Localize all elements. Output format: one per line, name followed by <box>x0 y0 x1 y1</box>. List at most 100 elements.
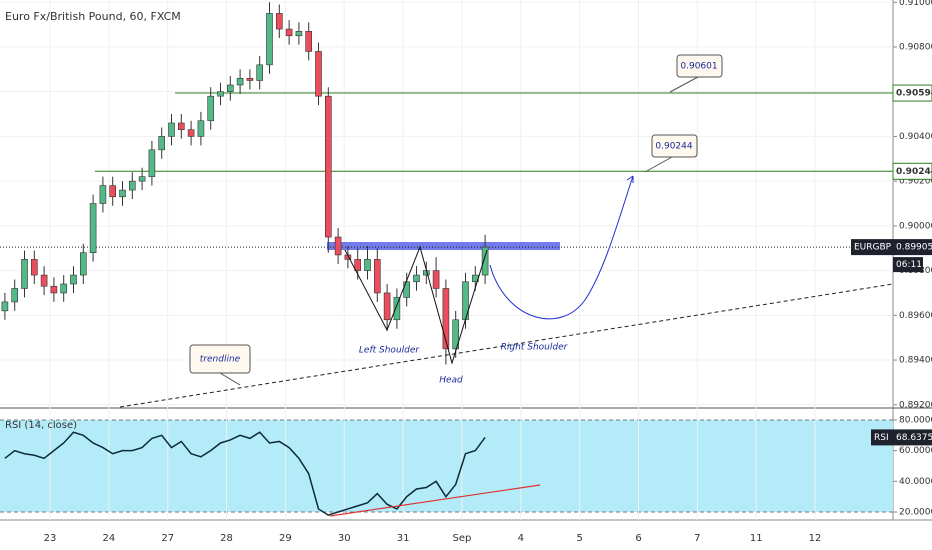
callout-box <box>651 134 698 158</box>
x-tick-label: 23 <box>44 533 57 544</box>
rsi-title: RSI (14, close) <box>5 420 77 431</box>
level-label-box <box>892 84 932 102</box>
candle-body <box>21 259 28 289</box>
candle-body <box>315 51 322 97</box>
x-tick-label: 27 <box>161 533 174 544</box>
candle-body <box>80 252 87 276</box>
candle-body <box>227 84 234 92</box>
candle-body <box>207 95 214 122</box>
rsi-label: RSI <box>874 433 889 443</box>
projection-arrow <box>489 175 634 320</box>
candle-body <box>285 28 293 37</box>
x-tick-label: 7 <box>694 533 700 544</box>
candle-body <box>99 185 107 204</box>
x-tick-label: 6 <box>635 533 641 544</box>
candle-body <box>60 283 68 294</box>
x-tick-label: 31 <box>397 533 410 544</box>
candle-body <box>109 185 116 198</box>
candle-body <box>305 31 313 52</box>
callout-pointer <box>669 76 699 93</box>
candle-body <box>1 301 9 312</box>
rsi-value-label: 68.6375 <box>896 433 932 443</box>
candle-body <box>256 64 264 81</box>
candle-body <box>236 77 244 86</box>
candle-body <box>50 285 58 294</box>
rsi-trendline <box>329 484 541 517</box>
candle-body <box>413 274 420 283</box>
candle-body <box>373 259 381 294</box>
candle-body <box>403 281 411 298</box>
trendline <box>119 283 894 408</box>
price-label: 0.89905 <box>896 243 932 253</box>
pattern-lines <box>344 245 488 365</box>
rsi-value-box <box>893 429 932 446</box>
callout-pointer <box>644 156 673 173</box>
candle-body <box>393 297 401 321</box>
candle-body <box>187 129 195 137</box>
candle-body <box>334 236 342 256</box>
x-tick-label: 5 <box>576 533 582 544</box>
rsi-label-box <box>871 429 893 446</box>
candle-body <box>266 13 273 66</box>
candle-body <box>324 95 332 238</box>
callout-text: 0.90244 <box>655 142 692 152</box>
candle-body <box>295 31 303 37</box>
price-box <box>893 239 932 256</box>
neckline-zone <box>327 242 560 250</box>
candle-body <box>30 259 38 276</box>
x-tick-label: 4 <box>518 533 524 544</box>
countdown-box <box>893 257 923 273</box>
x-tick-label: 24 <box>102 533 115 544</box>
candle-body <box>354 259 362 271</box>
y-tick-label: 0.89200 <box>899 400 932 410</box>
candle-body <box>148 149 156 177</box>
candle-body <box>246 77 254 81</box>
symbol-label: EURGBP <box>854 243 892 253</box>
candle-body <box>119 189 126 198</box>
candle-body <box>89 203 97 253</box>
level-label: 0.90244 <box>896 167 932 177</box>
countdown-label: 06:11 <box>896 260 922 270</box>
pattern-label: Right Shoulder <box>501 343 569 353</box>
x-tick-label: 28 <box>220 533 233 544</box>
chart-title: Euro Fx/British Pound, 60, FXCM <box>5 10 181 23</box>
x-tick-label: Sep <box>453 533 472 544</box>
candle-body <box>11 288 18 303</box>
x-tick-label: 30 <box>338 533 351 544</box>
callout-box <box>189 344 251 374</box>
candle-body <box>364 259 371 271</box>
candle-body <box>197 120 205 137</box>
pattern-label: Head <box>439 376 463 386</box>
candle-body <box>158 136 165 151</box>
marks <box>0 2 893 516</box>
candle-body <box>383 292 391 321</box>
candle-body <box>138 176 146 182</box>
callout-text: 0.90601 <box>680 62 717 72</box>
x-tick-label: 11 <box>750 533 763 544</box>
callout-box <box>676 54 723 78</box>
x-tick-label: 29 <box>279 533 292 544</box>
callout-text: trendline <box>200 355 241 365</box>
callout-pointer <box>219 372 241 386</box>
pattern-label: Left Shoulder <box>359 346 420 356</box>
candle-body <box>442 288 450 350</box>
candle-body <box>452 319 460 350</box>
candle-body <box>168 122 175 137</box>
candle-body <box>178 122 185 131</box>
x-tick-label: 12 <box>809 533 822 544</box>
candle-body <box>40 274 48 287</box>
level-label: 0.90594 <box>896 89 932 99</box>
arrow-head <box>626 175 634 183</box>
